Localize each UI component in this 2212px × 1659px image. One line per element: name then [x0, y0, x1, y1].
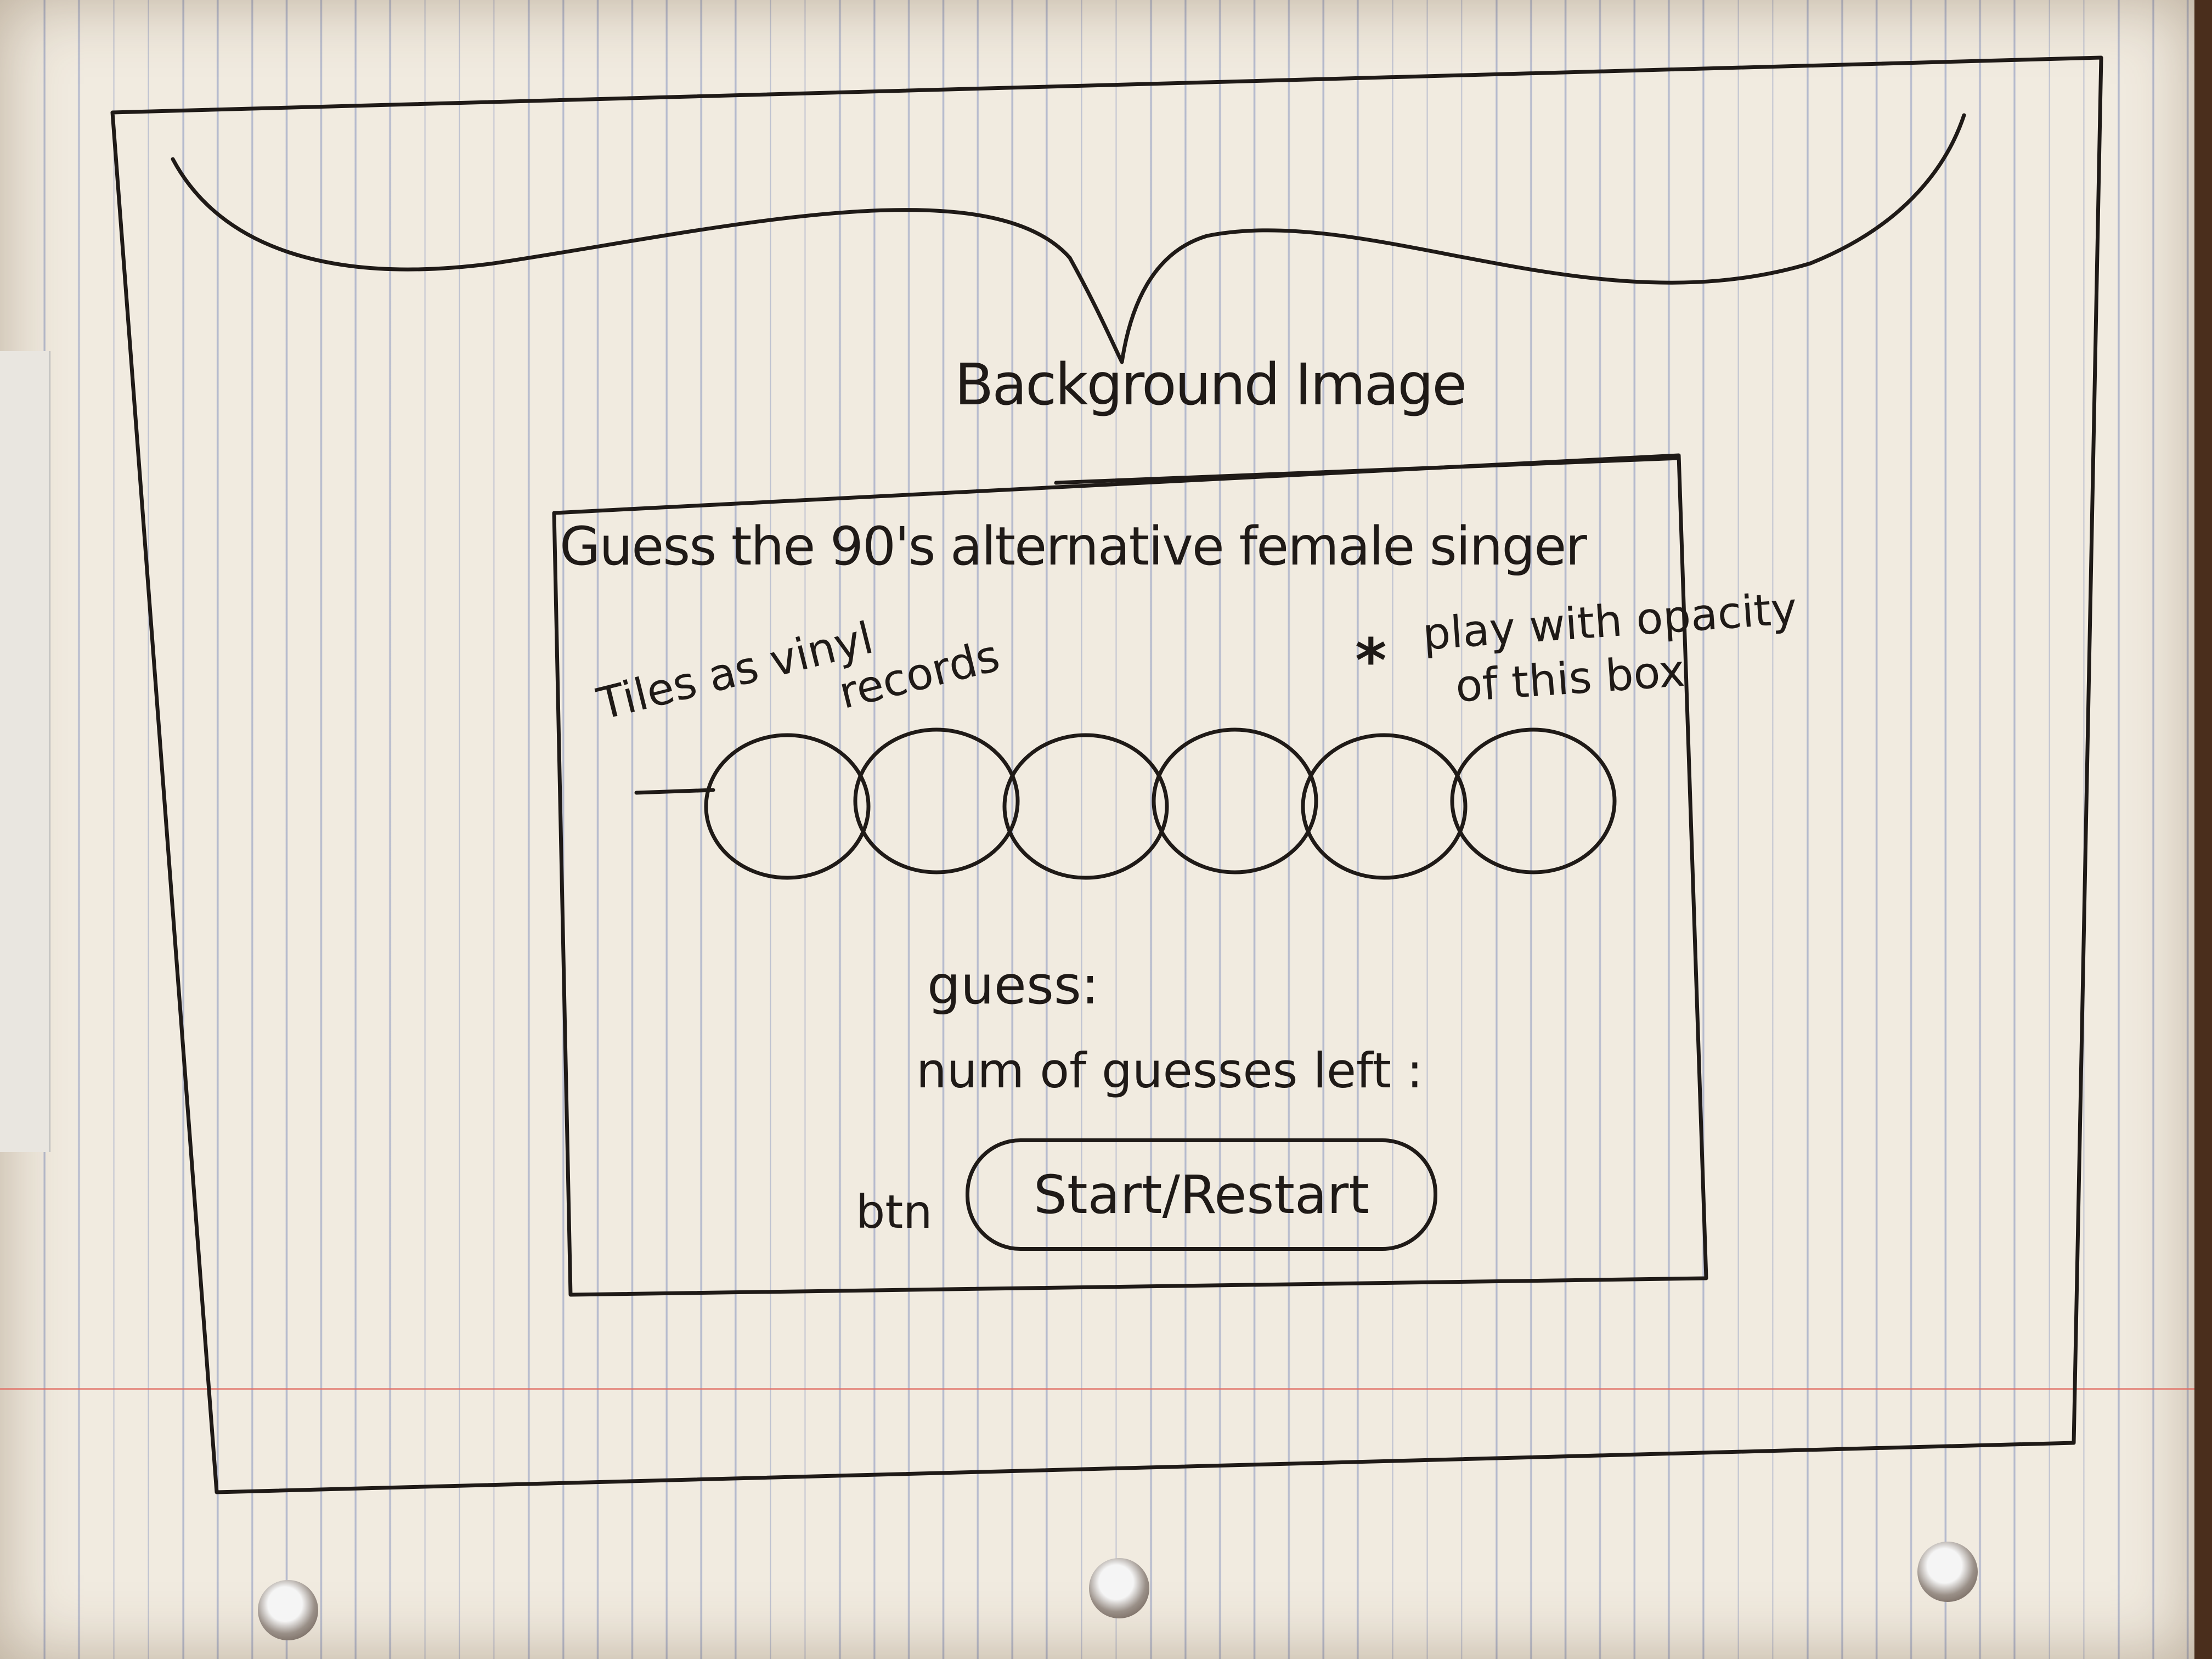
page-frame	[110, 55, 2103, 1494]
binder-hole-center	[1089, 1558, 1149, 1618]
start-restart-button[interactable]: Start/Restart	[966, 1138, 1437, 1251]
binder-hole-right	[1917, 1542, 1978, 1602]
underlying-page	[0, 351, 50, 1152]
button-annotation: btn	[856, 1185, 933, 1239]
vinyl-record-tile[interactable]	[853, 727, 1020, 874]
background-image-label: Background Image	[955, 351, 1467, 418]
vinyl-record-tile[interactable]	[1301, 733, 1468, 880]
vinyl-record-tile[interactable]	[704, 733, 871, 880]
game-box	[552, 453, 1708, 1297]
binder-hole-left	[258, 1580, 318, 1640]
guess-label: guess:	[927, 955, 1099, 1016]
tiles-pointer	[634, 788, 715, 795]
vinyl-record-tile[interactable]	[1002, 733, 1169, 880]
guesses-left-label: num of guesses left :	[916, 1042, 1423, 1099]
game-title: Guess the 90's alternative female singer	[560, 516, 1587, 577]
vinyl-record-tile[interactable]	[1450, 727, 1617, 874]
vinyl-record-tile[interactable]	[1152, 727, 1318, 874]
background-image-swoop	[171, 113, 1966, 364]
notebook-margin-line	[0, 1388, 2194, 1390]
opacity-asterisk-icon: *	[1355, 625, 1387, 696]
